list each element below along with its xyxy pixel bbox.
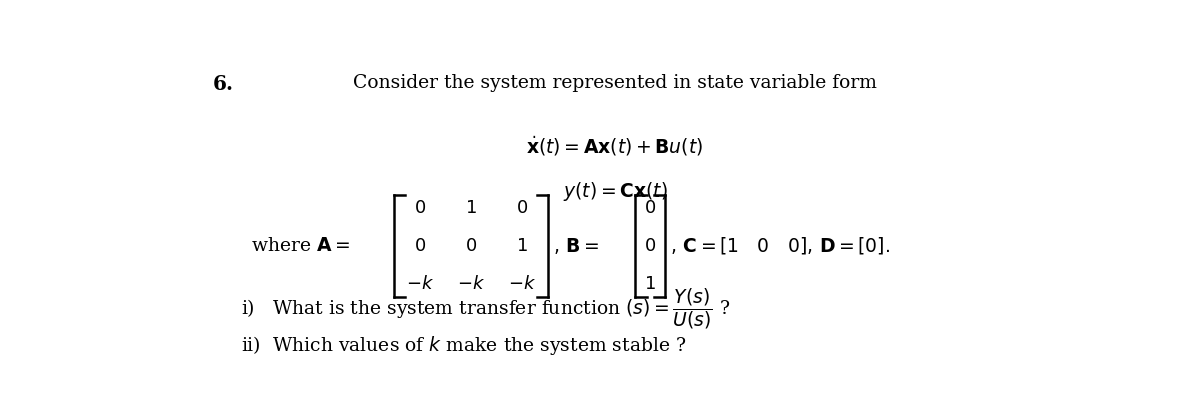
Text: ii)  Which values of $k$ make the system stable ?: ii) Which values of $k$ make the system … xyxy=(241,334,686,357)
Text: $1$: $1$ xyxy=(516,237,528,255)
Text: $\dot{\mathbf{x}}(t) = \mathbf{A}\mathbf{x}(t) + \mathbf{B}u(t)$: $\dot{\mathbf{x}}(t) = \mathbf{A}\mathbf… xyxy=(527,134,703,157)
Text: $-k$: $-k$ xyxy=(457,275,485,293)
Text: 6.: 6. xyxy=(214,74,234,94)
Text: $-k$: $-k$ xyxy=(508,275,536,293)
Text: $0$: $0$ xyxy=(644,237,656,255)
Text: $0$: $0$ xyxy=(644,199,656,217)
Text: $1$: $1$ xyxy=(464,199,476,217)
Text: $,\,\mathbf{B} = $: $,\,\mathbf{B} = $ xyxy=(553,236,599,256)
Text: $,\,\mathbf{C} = [1\quad 0\quad 0],\,\mathbf{D} = [0].$: $,\,\mathbf{C} = [1\quad 0\quad 0],\,\ma… xyxy=(670,236,890,256)
Text: $0$: $0$ xyxy=(414,237,426,255)
Text: $-k$: $-k$ xyxy=(406,275,433,293)
Text: $y(t) = \mathbf{C}\mathbf{x}(t)$: $y(t) = \mathbf{C}\mathbf{x}(t)$ xyxy=(563,180,667,203)
Text: $0$: $0$ xyxy=(414,199,426,217)
Text: Consider the system represented in state variable form: Consider the system represented in state… xyxy=(353,74,877,92)
Text: $1$: $1$ xyxy=(644,275,656,293)
Text: $0$: $0$ xyxy=(464,237,476,255)
Text: $0$: $0$ xyxy=(516,199,528,217)
Text: where $\mathbf{A} = $: where $\mathbf{A} = $ xyxy=(251,237,350,255)
Text: i)   What is the system transfer function $(s) = \dfrac{Y(s)}{U(s)}$ ?: i) What is the system transfer function … xyxy=(241,286,731,331)
